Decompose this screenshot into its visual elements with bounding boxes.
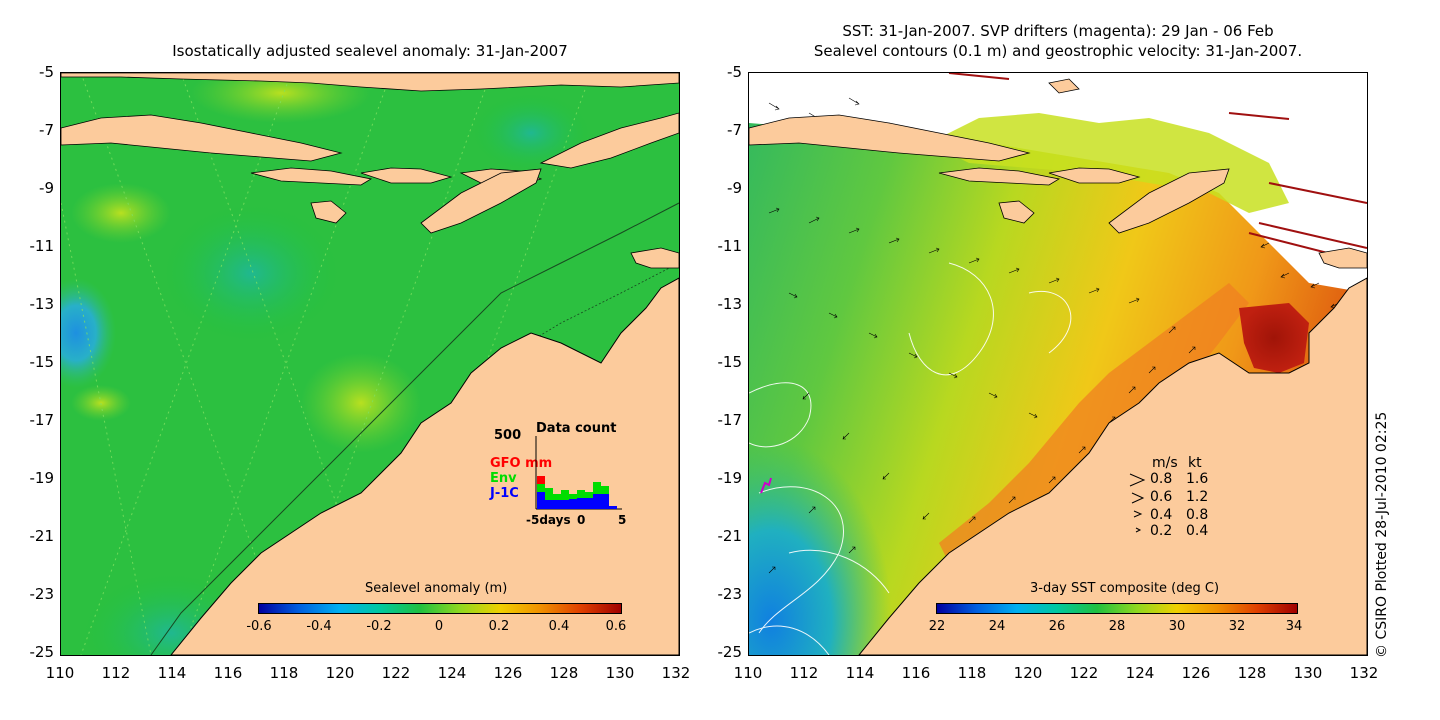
right-y-tick: -7 [727,121,742,139]
left-y-tick: -19 [29,469,55,487]
left-x-tick: 122 [381,664,411,682]
right-map [748,72,1368,656]
left-y-tick: -5 [39,63,54,81]
right-y-tick: -13 [717,295,743,313]
right-colorbar-tick: 28 [1108,619,1126,634]
left-colorbar-title: Sealevel anomaly (m) [365,581,508,596]
right-x-tick: 112 [789,664,819,682]
left-y-tick: -21 [29,527,55,545]
velocity-legend-arrows [1129,473,1146,533]
left-y-tick: -23 [29,585,55,603]
data-count-x-zero: 0 [577,513,586,527]
right-y-tick: -25 [717,643,743,661]
velocity-legend-ms: 0.2 [1150,523,1173,539]
right-colorbar-title: 3-day SST composite (deg C) [1030,581,1220,596]
right-y-tick: -21 [717,527,743,545]
left-x-tick: 132 [661,664,691,682]
velocity-legend-kt: 1.6 [1186,471,1209,487]
legend-gfo: GFO mm [490,456,553,471]
right-y-tick: -5 [727,63,742,81]
right-y-tick: -23 [717,585,743,603]
right-x-tick: 126 [1181,664,1211,682]
left-colorbar [258,603,622,614]
left-y-tick: -9 [39,179,54,197]
left-colorbar-tick: 0.6 [605,619,627,634]
right-y-tick: -19 [717,469,743,487]
left-x-tick: 110 [45,664,75,682]
right-x-tick: 122 [1069,664,1099,682]
left-x-tick: 118 [269,664,299,682]
left-x-tick: 130 [605,664,635,682]
left-y-tick: -15 [29,353,55,371]
right-x-tick: 130 [1293,664,1323,682]
velocity-legend: m/s kt 0.8 1.6 0.6 1.2 0.4 0.8 0.2 0.4 [1128,455,1228,541]
velocity-legend-ms-header: m/s [1152,455,1178,471]
velocity-legend-ms: 0.6 [1150,489,1173,505]
left-map [60,72,680,656]
left-colorbar-tick: 0.2 [488,619,510,634]
left-colorbar-tick: -0.6 [246,619,272,634]
velocity-legend-ms: 0.8 [1150,471,1173,487]
data-count-max: 500 [494,428,522,443]
data-count-title: Data count [536,421,617,436]
data-count-x-min: -5days [526,513,571,527]
velocity-legend-ms: 0.4 [1150,507,1173,523]
right-x-tick: 110 [733,664,763,682]
right-y-tick: -9 [727,179,742,197]
right-colorbar-tick: 26 [1048,619,1066,634]
right-x-tick: 118 [957,664,987,682]
right-colorbar-tick: 24 [988,619,1006,634]
right-colorbar-tick: 30 [1168,619,1186,634]
left-x-tick: 114 [157,664,187,682]
left-colorbar-tick: -0.4 [306,619,332,634]
right-y-tick: -11 [717,237,743,255]
left-y-tick: -11 [29,237,55,255]
sst-map [749,73,1367,655]
left-y-tick: -13 [29,295,55,313]
right-panel-title-line1: SST: 31-Jan-2007. SVP drifters (magenta)… [842,22,1274,40]
velocity-legend-kt: 1.2 [1186,489,1209,505]
velocity-legend-kt-header: kt [1188,455,1202,471]
left-y-tick: -17 [29,411,55,429]
right-panel-title-line2: Sealevel contours (0.1 m) and geostrophi… [813,42,1303,60]
data-count-x-max: 5 [618,513,627,527]
left-x-tick: 128 [549,664,579,682]
legend-env: Env [490,471,517,486]
velocity-legend-kt: 0.4 [1186,523,1209,539]
velocity-legend-kt: 0.8 [1186,507,1209,523]
right-y-tick: -17 [717,411,743,429]
credit-text: © CSIRO Plotted 28-Jul-2010 02:25 [1374,411,1390,658]
left-colorbar-tick: -0.2 [366,619,392,634]
right-colorbar-tick: 32 [1228,619,1246,634]
left-x-tick: 124 [437,664,467,682]
left-x-tick: 112 [101,664,131,682]
velocity-arrows [768,97,1340,574]
sealevel-anomaly-map [61,73,679,655]
left-y-tick: -25 [29,643,55,661]
right-x-tick: 124 [1125,664,1155,682]
right-colorbar-tick: 22 [928,619,946,634]
left-x-tick: 116 [213,664,243,682]
right-colorbar-tick: 34 [1285,619,1303,634]
legend-j1c: J-1C [490,486,519,501]
right-x-tick: 114 [845,664,875,682]
left-colorbar-tick: 0.4 [548,619,570,634]
right-y-tick: -15 [717,353,743,371]
left-colorbar-tick: 0 [434,619,444,634]
left-x-tick: 120 [325,664,355,682]
data-count-bars [535,436,622,510]
right-x-tick: 128 [1237,664,1267,682]
left-x-tick: 126 [493,664,523,682]
left-y-tick: -7 [39,121,54,139]
right-x-tick: 132 [1349,664,1379,682]
left-panel-title: Isostatically adjusted sealevel anomaly:… [172,42,568,60]
right-x-tick: 120 [1013,664,1043,682]
right-colorbar [936,603,1298,614]
right-x-tick: 116 [901,664,931,682]
